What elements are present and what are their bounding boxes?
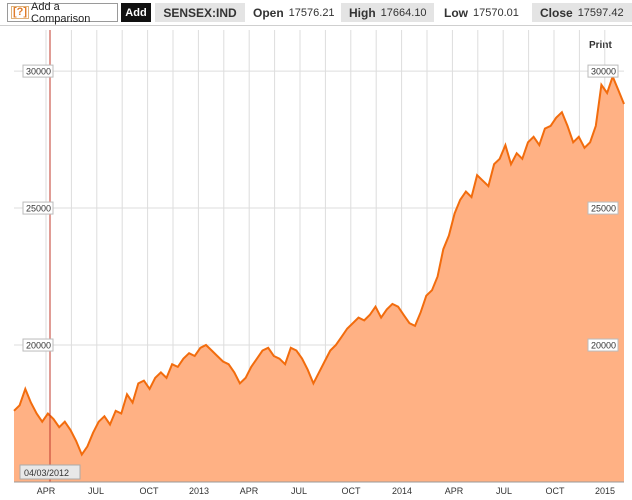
x-tick-label: OCT [546,486,566,496]
y-tick-box-right [587,201,619,215]
low-value: 17570.01 [473,6,519,19]
y-tick-label-right: 30000 [591,67,616,77]
y-tick-label-left: 30000 [26,67,51,77]
x-tick-label: OCT [140,486,160,496]
low-stat: Low 17570.01 [444,3,519,22]
low-label: Low [444,5,468,20]
x-tick-label: APR [445,486,464,496]
x-tick-label: OCT [342,486,362,496]
x-tick-label: APR [37,486,56,496]
y-tick-box-right [587,64,619,78]
close-label: Close [540,5,573,20]
high-stat: High 17664.10 [341,3,434,22]
comparison-placeholder: Add a Comparison [31,0,91,25]
close-value: 17597.42 [577,6,624,19]
y-tick-box-left [22,201,54,215]
chart-toolbar: [?] Add a Comparison Add SENSEX:IND Open… [0,0,632,26]
x-tick-label: APR [240,486,259,496]
price-area [14,76,624,482]
help-icon[interactable]: [?] [11,6,30,19]
open-stat: Open 17576.21 [253,3,335,22]
x-tick-label: JUL [88,486,104,496]
y-tick-box-left [22,338,54,352]
y-tick-label-left: 25000 [26,204,51,214]
open-label: Open [253,5,284,20]
price-line [13,73,625,457]
toolbar-divider [0,25,632,26]
cursor-date-label: 04/03/2012 [24,468,69,478]
x-tick-label: 2013 [189,486,209,496]
y-tick-box-left [22,64,54,78]
high-value: 17664.10 [380,6,427,19]
print-button[interactable]: Print [589,40,612,51]
x-tick-label: JUL [291,486,307,496]
ticker-symbol: SENSEX:IND [155,3,245,22]
y-tick-label-right: 25000 [591,204,616,214]
cursor-date-box [19,464,81,480]
y-tick-box-right [587,338,619,352]
open-value: 17576.21 [288,6,335,19]
add-button[interactable]: Add [121,3,151,22]
x-tick-label: JUL [496,486,512,496]
close-stat: Close 17597.42 [532,3,632,22]
x-tick-label: 2014 [392,486,412,496]
y-tick-label-right: 20000 [591,341,616,351]
x-tick-label: 2015 [595,486,615,496]
high-label: High [349,5,376,20]
y-tick-label-left: 20000 [26,341,51,351]
comparison-input[interactable]: [?] Add a Comparison [7,0,118,25]
